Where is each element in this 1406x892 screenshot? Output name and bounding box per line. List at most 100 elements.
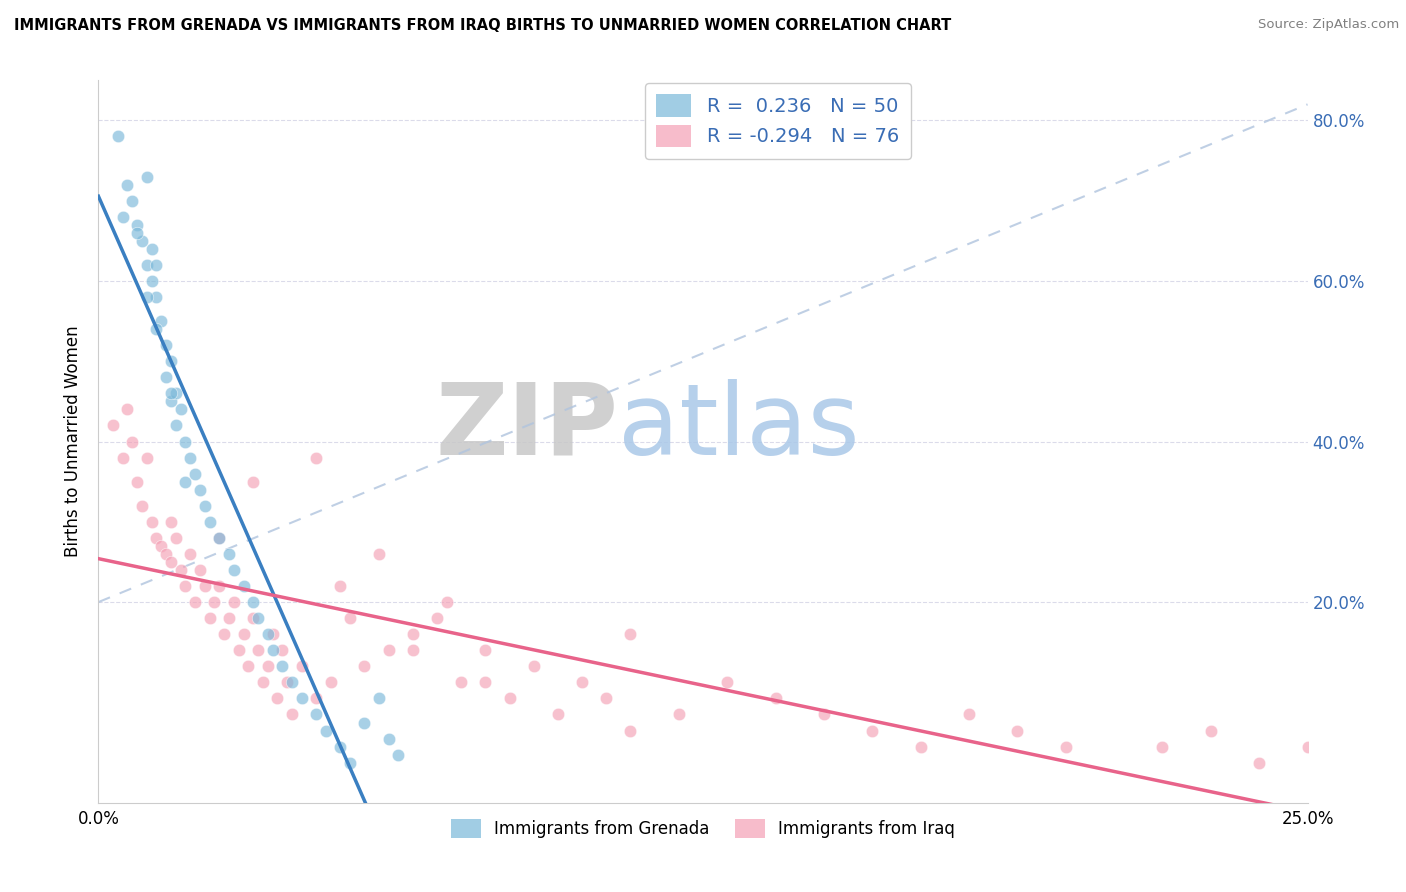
Point <box>194 579 217 593</box>
Point <box>165 418 187 433</box>
Point <box>276 675 298 690</box>
Point <box>160 386 183 401</box>
Point <box>329 579 352 593</box>
Point <box>290 659 312 673</box>
Point <box>353 659 375 673</box>
Y-axis label: Births to Unmarried Women: Births to Unmarried Women <box>65 326 83 558</box>
Point <box>212 627 235 641</box>
Point <box>474 675 496 690</box>
Point <box>222 595 245 609</box>
Point <box>474 643 496 657</box>
Point <box>127 218 149 232</box>
Point <box>262 643 284 657</box>
Point <box>402 643 425 657</box>
Point <box>256 627 278 641</box>
Point <box>368 691 391 706</box>
Point <box>135 169 157 184</box>
Point <box>1296 739 1319 754</box>
Point <box>145 322 167 336</box>
Point <box>141 242 163 256</box>
Point <box>184 595 207 609</box>
Point <box>141 274 163 288</box>
Point <box>813 707 835 722</box>
Point <box>252 675 274 690</box>
Point <box>188 563 211 577</box>
Point <box>247 643 270 657</box>
Point <box>339 611 361 625</box>
Legend: Immigrants from Grenada, Immigrants from Iraq: Immigrants from Grenada, Immigrants from… <box>444 813 962 845</box>
Point <box>910 739 932 754</box>
Point <box>165 386 187 401</box>
Point <box>353 715 375 730</box>
Point <box>595 691 617 706</box>
Point <box>117 178 139 192</box>
Point <box>150 314 173 328</box>
Point <box>232 579 254 593</box>
Point <box>1152 739 1174 754</box>
Point <box>141 515 163 529</box>
Point <box>135 290 157 304</box>
Point <box>111 450 134 465</box>
Text: atlas: atlas <box>619 378 860 475</box>
Point <box>131 234 153 248</box>
Point <box>402 627 425 641</box>
Point <box>198 515 221 529</box>
Point <box>155 370 177 384</box>
Point <box>305 691 328 706</box>
Point <box>387 747 409 762</box>
Point <box>160 515 183 529</box>
Point <box>716 675 738 690</box>
Point <box>107 129 129 144</box>
Point <box>305 707 328 722</box>
Text: ZIP: ZIP <box>436 378 619 475</box>
Point <box>523 659 546 673</box>
Point <box>188 483 211 497</box>
Point <box>860 723 883 738</box>
Point <box>232 627 254 641</box>
Point <box>619 627 641 641</box>
Point <box>174 579 197 593</box>
Point <box>160 394 183 409</box>
Point <box>169 563 191 577</box>
Text: Source: ZipAtlas.com: Source: ZipAtlas.com <box>1258 18 1399 31</box>
Point <box>319 675 342 690</box>
Point <box>305 450 328 465</box>
Point <box>436 595 458 609</box>
Point <box>1054 739 1077 754</box>
Point <box>329 739 352 754</box>
Point <box>127 226 149 240</box>
Point <box>290 691 312 706</box>
Point <box>247 611 270 625</box>
Point <box>179 547 201 561</box>
Point <box>266 691 288 706</box>
Point <box>368 547 391 561</box>
Point <box>498 691 520 706</box>
Point <box>160 555 183 569</box>
Point <box>160 354 183 368</box>
Point <box>1199 723 1222 738</box>
Point <box>131 499 153 513</box>
Point <box>145 258 167 272</box>
Point <box>957 707 980 722</box>
Point <box>547 707 569 722</box>
Point <box>271 643 294 657</box>
Point <box>155 547 177 561</box>
Point <box>238 659 260 673</box>
Point <box>571 675 593 690</box>
Point <box>208 531 231 545</box>
Point <box>179 450 201 465</box>
Text: IMMIGRANTS FROM GRENADA VS IMMIGRANTS FROM IRAQ BIRTHS TO UNMARRIED WOMEN CORREL: IMMIGRANTS FROM GRENADA VS IMMIGRANTS FR… <box>14 18 952 33</box>
Point <box>117 402 139 417</box>
Point <box>256 659 278 673</box>
Point <box>271 659 294 673</box>
Point <box>208 531 231 545</box>
Point <box>111 210 134 224</box>
Point <box>155 338 177 352</box>
Point <box>765 691 787 706</box>
Point <box>222 563 245 577</box>
Point <box>426 611 449 625</box>
Point <box>169 402 191 417</box>
Point <box>450 675 472 690</box>
Point <box>242 475 264 489</box>
Point <box>121 434 143 449</box>
